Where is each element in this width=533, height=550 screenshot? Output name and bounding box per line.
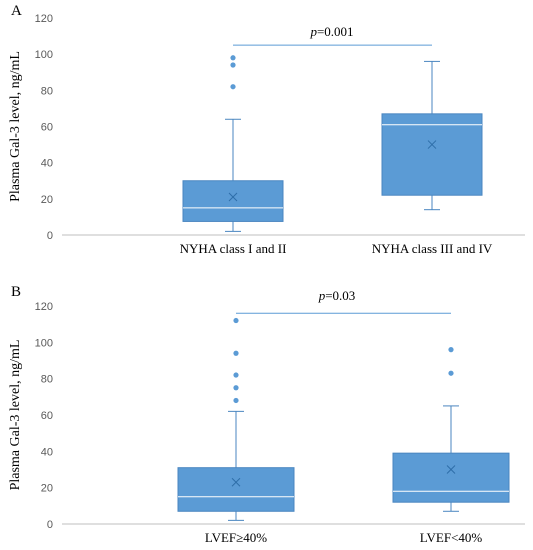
outlier-point — [233, 372, 239, 378]
p-value-label: p=0.03 — [318, 288, 356, 303]
category-label: NYHA class I and II — [180, 241, 287, 256]
iqr-box — [177, 467, 295, 512]
y-tick-label: 120 — [35, 13, 53, 25]
chart-panel-b: 0 20 40 60 80 100 120 Plasma Gal-3 level, ng/mL… — [8, 287, 525, 545]
outlier-point — [230, 62, 236, 68]
panel-b-label: B — [11, 284, 22, 300]
mean-marker — [228, 192, 238, 202]
chart-panel-a: 0 20 40 60 80 100 120 Plasma Gal-3 level, ng/mL… — [8, 13, 525, 256]
y-axis-label: Plasma Gal-3 level, ng/mL — [8, 340, 23, 491]
box-series-1 — [182, 55, 284, 232]
y-tick-label: 20 — [41, 483, 53, 495]
panel-a-label: A — [11, 3, 22, 19]
outlier-point — [230, 84, 236, 90]
y-tick-label: 40 — [41, 158, 53, 170]
y-tick-label: 0 — [47, 519, 53, 531]
y-tick-label: 100 — [35, 49, 53, 61]
box-series-2 — [392, 347, 510, 512]
iqr-box — [392, 452, 510, 503]
p-value-label: p=0.001 — [309, 24, 353, 39]
y-tick-label: 80 — [41, 374, 53, 386]
category-label: NYHA class III and IV — [372, 241, 493, 256]
p-value-background — [300, 23, 372, 41]
p-symbol: p — [309, 24, 317, 39]
y-tick-label: 0 — [47, 230, 53, 242]
y-tick-label: 100 — [35, 337, 53, 349]
box-series-2 — [381, 60, 483, 211]
outlier-point — [448, 347, 454, 353]
y-tick-label: 40 — [41, 446, 53, 458]
y-tick-label: 20 — [41, 194, 53, 206]
p-value: =0.03 — [325, 288, 355, 303]
outlier-point — [233, 397, 239, 404]
category-label: LVEF<40% — [420, 530, 483, 545]
outlier-point — [233, 317, 239, 324]
p-value-background — [305, 287, 377, 305]
mean-marker — [446, 465, 456, 474]
p-value: =0.001 — [317, 24, 354, 39]
category-label: LVEF≥40% — [205, 530, 267, 545]
outlier-point — [233, 350, 239, 356]
outlier-point — [448, 370, 454, 376]
iqr-box — [182, 180, 284, 222]
p-symbol: p — [318, 288, 326, 303]
mean-marker — [427, 140, 437, 149]
box-series-1 — [177, 317, 295, 521]
y-tick-label: 80 — [41, 85, 53, 97]
outlier-point — [233, 385, 239, 391]
y-tick-label: 60 — [41, 122, 53, 134]
iqr-box — [381, 113, 483, 196]
y-tick-label: 60 — [41, 410, 53, 422]
outlier-point — [230, 55, 236, 61]
y-tick-label: 120 — [35, 301, 53, 313]
mean-marker — [231, 477, 241, 487]
y-axis-label: Plasma Gal-3 level, ng/mL — [8, 51, 23, 202]
